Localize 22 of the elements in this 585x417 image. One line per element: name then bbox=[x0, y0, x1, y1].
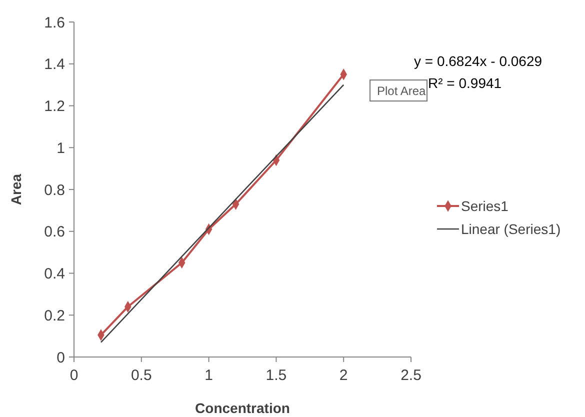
y-tick-label: 0.2 bbox=[44, 307, 65, 324]
x-tick-label: 0.5 bbox=[130, 367, 152, 384]
y-tick-label: 0.4 bbox=[44, 266, 65, 282]
y-tick-label: 1 bbox=[56, 140, 65, 157]
x-tick-label: 0 bbox=[70, 367, 78, 384]
x-axis-title: Concentration bbox=[195, 400, 290, 416]
y-tick-label: 1.6 bbox=[44, 14, 65, 32]
y-tick-label: 0.6 bbox=[44, 224, 65, 241]
x-tick-label: 2 bbox=[339, 367, 348, 384]
y-tick-label: 1.4 bbox=[44, 56, 65, 74]
legend-label: Series1 bbox=[461, 198, 509, 214]
text: y = 0.6824x - 0.0629 bbox=[414, 53, 542, 69]
x-tick-label: 1.5 bbox=[266, 367, 287, 384]
y-axis-title: Area bbox=[8, 174, 24, 206]
y-tick-label: 1.2 bbox=[44, 98, 65, 115]
y-tick-label: 0 bbox=[56, 349, 65, 366]
x-tick-label: 2.5 bbox=[400, 367, 422, 384]
x-tick-label: 1 bbox=[204, 367, 213, 384]
legend-label: Linear (Series1) bbox=[461, 220, 561, 237]
text: R² = 0.9941 bbox=[428, 75, 502, 91]
annotation: Plot Area bbox=[377, 84, 426, 98]
y-tick-label: 0.8 bbox=[44, 182, 65, 199]
